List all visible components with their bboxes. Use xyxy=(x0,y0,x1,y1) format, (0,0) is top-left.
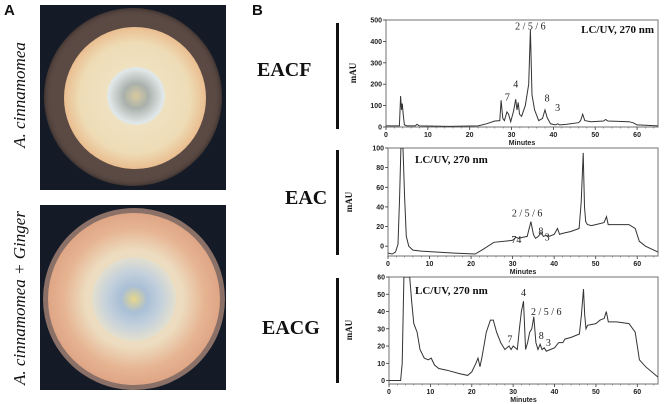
y-tick-label: 400 xyxy=(370,39,382,46)
x-tick-label: 40 xyxy=(550,261,558,268)
y-tick-label: 40 xyxy=(377,309,385,316)
y-tick-label: 0 xyxy=(378,125,382,132)
x-axis-label: Minutes xyxy=(510,269,537,276)
x-tick-label: 0 xyxy=(387,389,391,396)
peak-label: 7 xyxy=(511,235,516,246)
chart-title: LC/UV, 270 nm xyxy=(581,24,654,36)
y-tick-label: 100 xyxy=(370,103,382,110)
x-tick-label: 40 xyxy=(551,389,559,396)
peak-label: 3 xyxy=(546,338,551,349)
x-tick-label: 50 xyxy=(592,261,600,268)
sample-label-eacg: EACG xyxy=(262,317,320,339)
peak-label: 8 xyxy=(539,331,544,342)
y-tick-label: 300 xyxy=(370,60,382,67)
x-tick-label: 40 xyxy=(549,132,557,139)
peak-label: 2 / 5 / 6 xyxy=(531,307,562,318)
y-tick-label: 200 xyxy=(370,82,382,89)
divider-bar xyxy=(336,278,339,383)
peak-label: 7 xyxy=(505,92,510,103)
peak-label: 4 xyxy=(513,79,518,90)
x-tick-label: 10 xyxy=(424,132,432,139)
x-tick-label: 20 xyxy=(467,261,475,268)
y-tick-label: 100 xyxy=(372,146,384,153)
y-tick-label: 0 xyxy=(380,244,384,251)
chromatogram-trace xyxy=(389,277,658,381)
x-axis-label: Minutes xyxy=(510,397,537,404)
sample-label-eac: EAC xyxy=(285,187,328,209)
plot-frame xyxy=(385,19,659,128)
x-tick-label: 50 xyxy=(591,132,599,139)
divider-bar xyxy=(336,150,339,255)
peak-label: 3 xyxy=(555,103,560,114)
mycelium-center xyxy=(107,67,165,125)
chromatogram-trace xyxy=(386,29,658,127)
y-axis-label: mAU xyxy=(348,62,358,83)
y-tick-label: 20 xyxy=(377,344,385,351)
x-tick-label: 60 xyxy=(633,132,641,139)
x-tick-label: 60 xyxy=(633,389,641,396)
peak-label: 7 xyxy=(507,335,512,346)
peak-label: 4 xyxy=(516,235,521,246)
y-tick-label: 500 xyxy=(370,18,382,25)
panel-b-letter: B xyxy=(252,2,263,19)
x-tick-label: 30 xyxy=(509,261,517,268)
panel-a-letter: A xyxy=(4,2,15,19)
peak-label: 2 / 5 / 6 xyxy=(515,22,546,33)
x-tick-label: 10 xyxy=(426,389,434,396)
x-tick-label: 30 xyxy=(508,132,516,139)
peak-label: 3 xyxy=(545,232,550,243)
chart-title: LC/UV, 270 nm xyxy=(415,285,488,297)
plot-frame xyxy=(387,147,659,257)
divider-bar xyxy=(336,23,339,129)
y-axis-label: mAU xyxy=(344,319,354,340)
peak-label: 8 xyxy=(538,226,543,237)
mycelium-center xyxy=(92,257,176,341)
y-tick-label: 60 xyxy=(377,275,385,282)
plate-photo-control xyxy=(40,5,226,190)
x-axis-label: Minutes xyxy=(509,140,536,147)
x-tick-label: 10 xyxy=(426,261,434,268)
y-tick-label: 0 xyxy=(381,378,385,385)
x-tick-label: 20 xyxy=(468,389,476,396)
y-axis-label: mAU xyxy=(344,191,354,212)
chart-title: LC/UV, 270 nm xyxy=(415,154,488,166)
chromatogram-trace xyxy=(388,148,658,255)
y-tick-label: 30 xyxy=(377,326,385,333)
x-tick-label: 0 xyxy=(386,261,390,268)
peak-label: 4 xyxy=(521,288,526,299)
y-tick-label: 80 xyxy=(376,165,384,172)
peak-label: 2 / 5 / 6 xyxy=(512,209,543,220)
y-tick-label: 60 xyxy=(376,185,384,192)
sample-label-eacf: EACF xyxy=(257,59,312,81)
y-tick-label: 20 xyxy=(376,224,384,231)
plate-photo-ginger xyxy=(40,205,226,390)
y-tick-label: 10 xyxy=(377,361,385,368)
x-tick-label: 30 xyxy=(509,389,517,396)
x-tick-label: 50 xyxy=(592,389,600,396)
x-tick-label: 60 xyxy=(633,261,641,268)
x-tick-label: 0 xyxy=(384,132,388,139)
y-tick-label: 50 xyxy=(377,292,385,299)
x-tick-label: 20 xyxy=(466,132,474,139)
plot-frame xyxy=(388,276,659,385)
y-tick-label: 40 xyxy=(376,204,384,211)
peak-label: 8 xyxy=(545,93,550,104)
